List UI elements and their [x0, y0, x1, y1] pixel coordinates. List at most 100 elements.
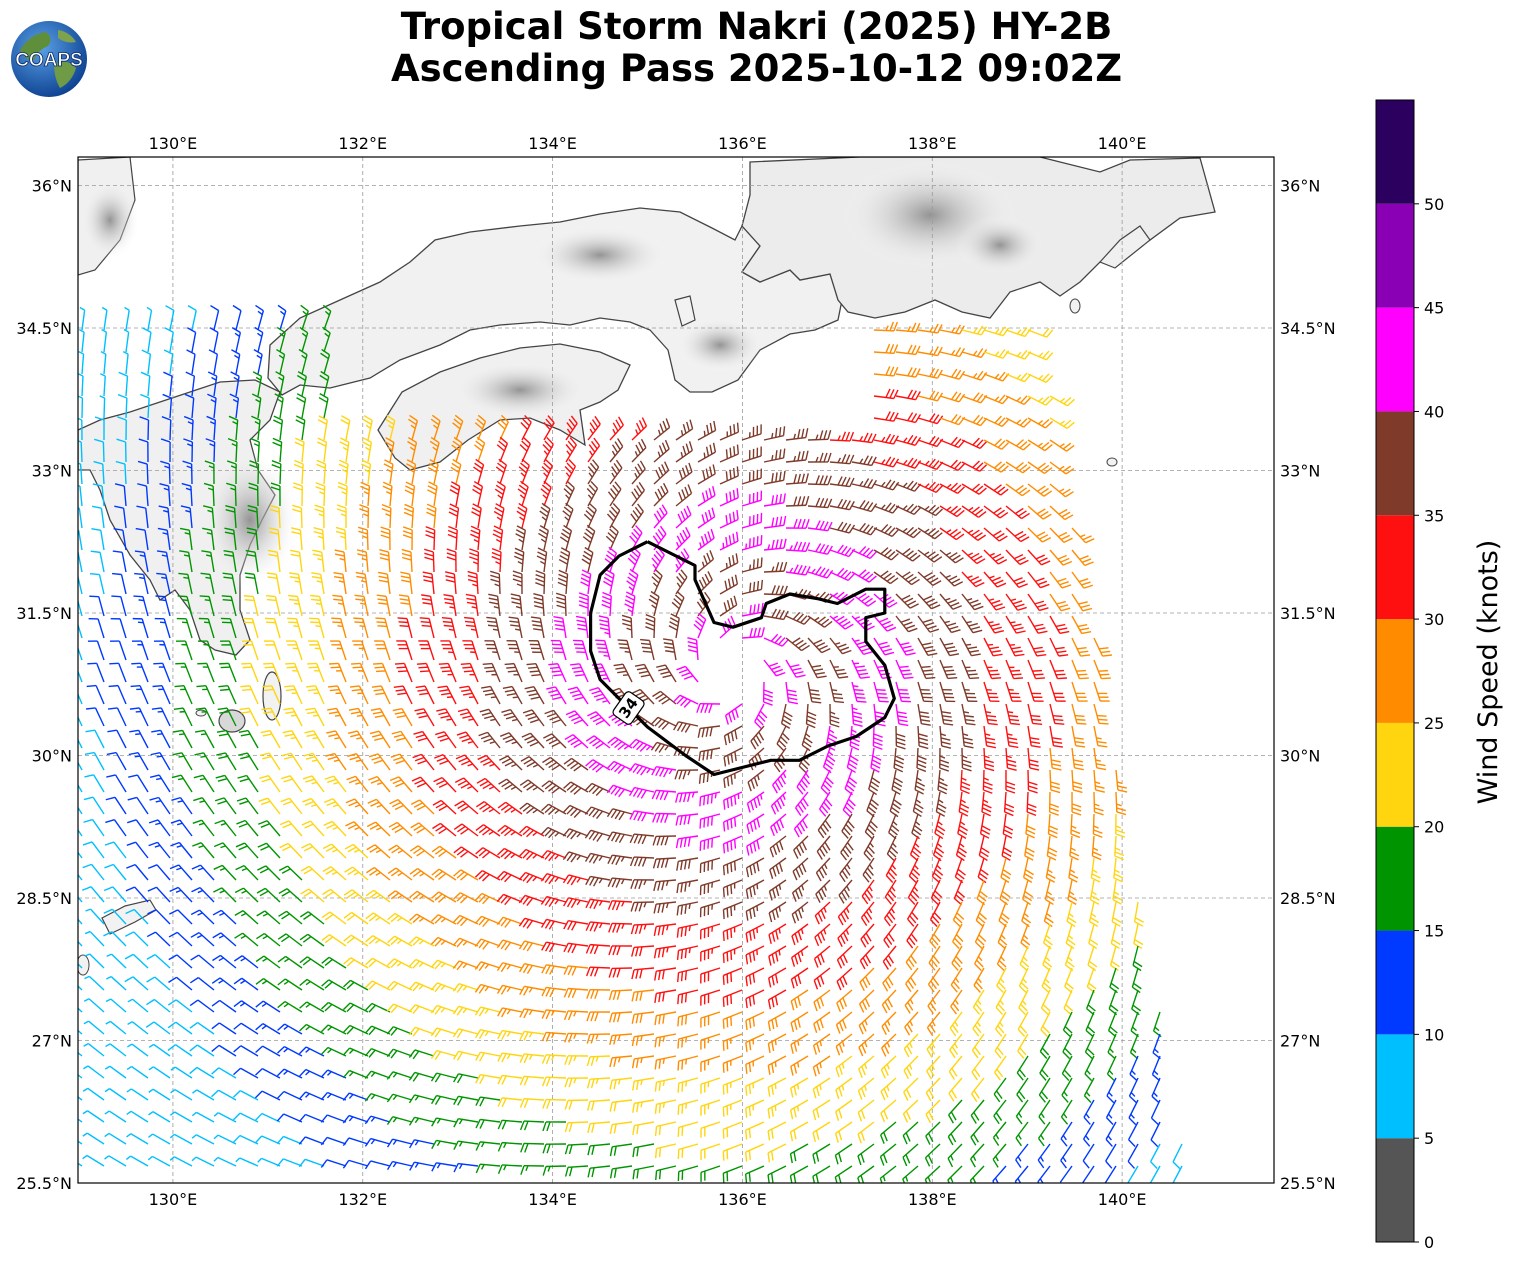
wind-barb [609, 416, 624, 441]
wind-barb [763, 585, 788, 596]
wind-barb [873, 456, 900, 468]
wind-barb [917, 659, 936, 680]
wind-barb [78, 440, 83, 463]
wind-barb [917, 390, 944, 402]
wind-barb [319, 370, 330, 397]
wind-barb [78, 507, 83, 529]
wind-barb [493, 503, 505, 529]
wind-barb [175, 640, 193, 661]
wind-barb [221, 595, 237, 617]
wind-barb [542, 436, 554, 463]
wind-barb [294, 437, 305, 463]
wind-barb [411, 776, 435, 793]
terrain-shade [675, 317, 765, 373]
wind-barb [697, 464, 716, 485]
wind-barb [78, 351, 85, 375]
wind-barb [311, 572, 325, 595]
wind-barb [587, 459, 600, 485]
wind-barb [123, 328, 130, 353]
wind-barb [437, 685, 457, 705]
wind-barb [451, 436, 463, 463]
wind-barb [917, 346, 943, 357]
wind-barb [668, 613, 680, 639]
wind-barb [917, 323, 943, 334]
wind-barb [109, 640, 127, 661]
wind-barb [381, 503, 392, 529]
wind-barb [917, 571, 942, 587]
wind-barb [1005, 549, 1029, 566]
wind-barb [264, 640, 281, 661]
wind-barb [291, 527, 303, 551]
wind-barb [94, 416, 105, 441]
lat-tick-label-left: 33°N [32, 462, 72, 481]
wind-barbs [78, 304, 1183, 1183]
wind-barb [939, 505, 965, 518]
wind-barb [763, 426, 786, 441]
wind-barb [539, 502, 551, 529]
wind-barb [763, 448, 786, 463]
wind-barb [520, 755, 545, 771]
wind-barb [542, 756, 567, 771]
wind-barb [498, 778, 523, 793]
wind-barb [983, 461, 1009, 473]
lat-tick-label-left: 31.5°N [16, 604, 72, 623]
wind-barb [113, 527, 127, 551]
wind-barb [917, 527, 943, 540]
wind-barb [693, 612, 707, 639]
wind-barb [220, 617, 237, 639]
wind-barb [368, 775, 391, 793]
wind-barb [1093, 747, 1107, 771]
wind-barb [491, 547, 502, 573]
wind-barb [238, 729, 259, 749]
colorbar-bin [1376, 515, 1414, 620]
wind-barb [459, 685, 479, 705]
wind-barb [675, 505, 692, 529]
wind-barb [216, 752, 237, 771]
wind-barb [302, 775, 325, 793]
wind-barb [331, 617, 347, 639]
lon-tick-label-bottom: 134°E [528, 1190, 577, 1209]
wind-barb [1005, 372, 1032, 383]
wind-barb [193, 774, 215, 793]
wind-barb [617, 639, 633, 661]
wind-barb [822, 747, 836, 774]
wind-barb [504, 662, 523, 683]
wind-barb [100, 351, 107, 375]
wind-barb [183, 415, 194, 441]
island-izu [1069, 298, 1081, 314]
wind-barb [372, 662, 391, 683]
lat-tick-label-left: 30°N [32, 747, 72, 766]
lon-tick-label-bottom: 130°E [149, 1190, 198, 1209]
wind-barb [543, 733, 567, 749]
wind-barb [78, 328, 85, 353]
wind-barb [239, 707, 259, 727]
wind-barb [134, 550, 149, 573]
wind-barb [917, 481, 944, 494]
wind-barb [518, 458, 530, 485]
wind-barb [430, 414, 441, 441]
wind-barb [652, 525, 667, 551]
wind-barb [939, 747, 950, 772]
wind-barb [251, 415, 261, 441]
wind-barb [444, 571, 457, 595]
wind-barb [154, 617, 171, 639]
wind-barb [741, 446, 762, 463]
wind-barb [763, 633, 790, 647]
wind-barb [320, 348, 331, 375]
wind-barb [219, 662, 237, 683]
wind-barb [114, 483, 127, 507]
wind-barb [122, 350, 129, 375]
lat-tick-label-right: 28.5°N [1280, 889, 1336, 908]
wind-barb [264, 617, 281, 639]
wind-barb [474, 414, 487, 441]
wind-barb [873, 388, 899, 400]
wind-barb [626, 568, 639, 595]
wind-barb [961, 348, 988, 359]
wind-barb [557, 569, 569, 595]
wind-barb [226, 482, 237, 507]
wind-barb [276, 326, 286, 353]
wind-barb [171, 774, 193, 793]
wind-barb [675, 462, 693, 485]
lat-tick-label-left: 28.5°N [16, 889, 72, 908]
wind-barb [293, 482, 303, 507]
